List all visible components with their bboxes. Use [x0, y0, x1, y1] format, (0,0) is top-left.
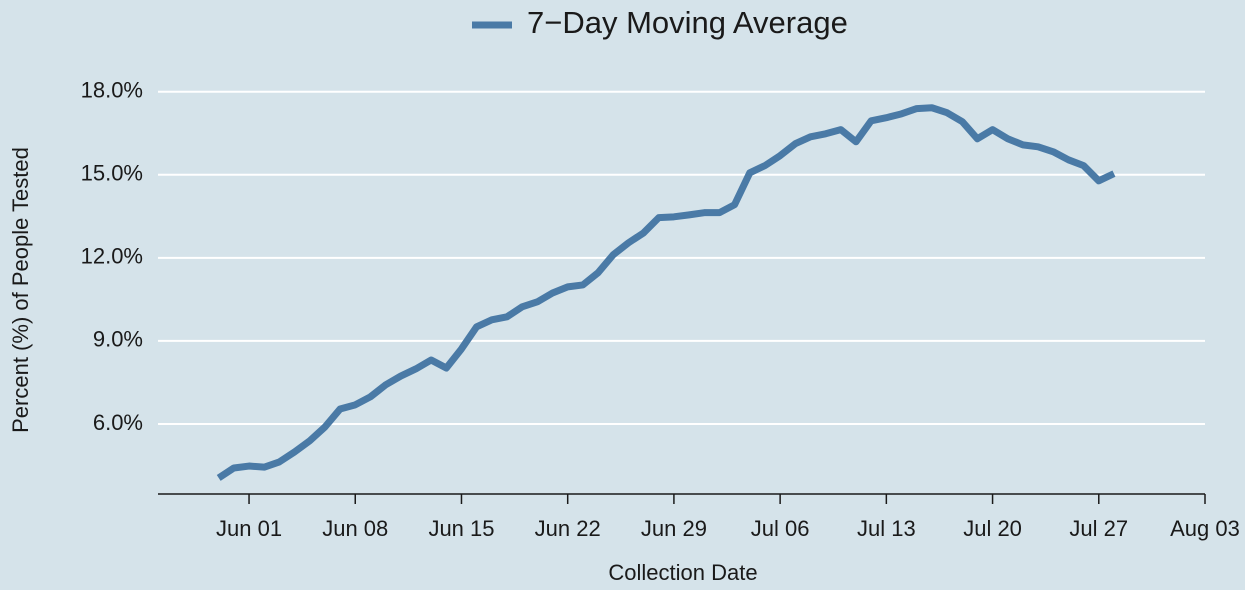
x-axis-title: Collection Date [608, 560, 757, 585]
x-tick-label: Jun 08 [322, 516, 388, 541]
x-tick-label: Jun 15 [428, 516, 494, 541]
y-tick-label: 6.0% [93, 410, 143, 435]
x-tick-label: Jun 22 [535, 516, 601, 541]
x-tick-label: Jul 06 [751, 516, 810, 541]
x-tick-label: Jun 01 [216, 516, 282, 541]
y-tick-label: 9.0% [93, 327, 143, 352]
x-tick-label: Aug 03 [1170, 516, 1240, 541]
x-tick-label: Jul 13 [857, 516, 916, 541]
y-tick-label: 18.0% [81, 78, 143, 103]
x-tick-label: Jun 29 [641, 516, 707, 541]
y-tick-label: 15.0% [81, 161, 143, 186]
y-axis-title: Percent (%) of People Tested [8, 147, 33, 433]
legend-label: 7−Day Moving Average [527, 5, 848, 40]
x-tick-label: Jul 20 [963, 516, 1022, 541]
y-tick-label: 12.0% [81, 244, 143, 269]
x-tick-label: Jul 27 [1069, 516, 1128, 541]
data-line [216, 104, 1116, 481]
